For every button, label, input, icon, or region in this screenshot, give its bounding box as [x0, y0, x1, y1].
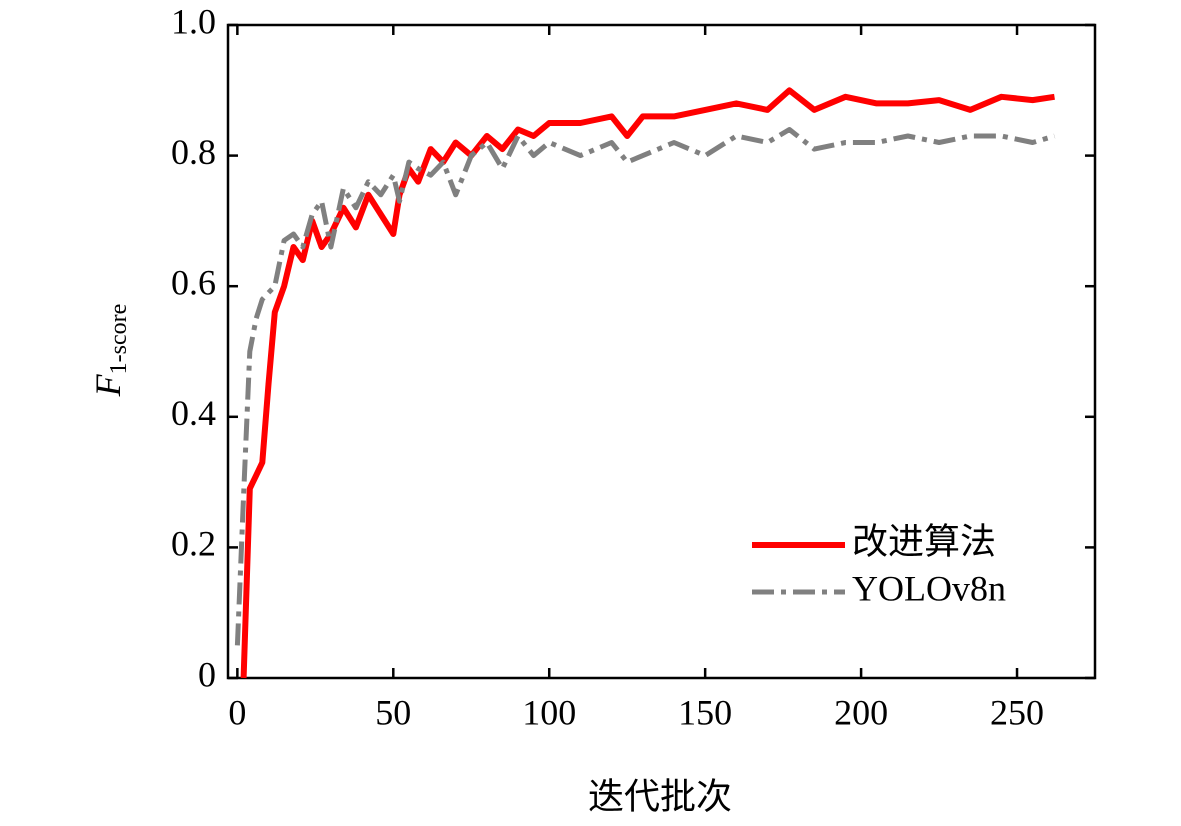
series-line [234, 127, 1056, 646]
y-tick-label: 0.8 [171, 132, 216, 172]
x-tick-label: 200 [834, 692, 888, 732]
y-label-sub: 1-score [106, 304, 132, 375]
y-tick-label: 1.0 [171, 1, 216, 41]
y-tick-label: 0.4 [171, 393, 216, 433]
y-label-main: F [88, 373, 128, 397]
x-tick-label: 0 [228, 692, 246, 732]
y-tick-label: 0 [198, 654, 216, 694]
legend-label: YOLOv8n [852, 568, 1006, 608]
x-tick-label: 250 [990, 692, 1044, 732]
plot-frame [226, 23, 1097, 680]
x-tick-label: 50 [375, 692, 411, 732]
y-tick-label: 0.6 [171, 262, 216, 302]
x-tick-label: 100 [522, 692, 576, 732]
y-tick-label: 0.2 [171, 524, 216, 564]
x-axis-label: 迭代批次 [588, 776, 732, 816]
legend-label: 改进算法 [852, 521, 996, 561]
y-axis-label: F1-score [88, 304, 131, 398]
x-tick-label: 150 [678, 692, 732, 732]
